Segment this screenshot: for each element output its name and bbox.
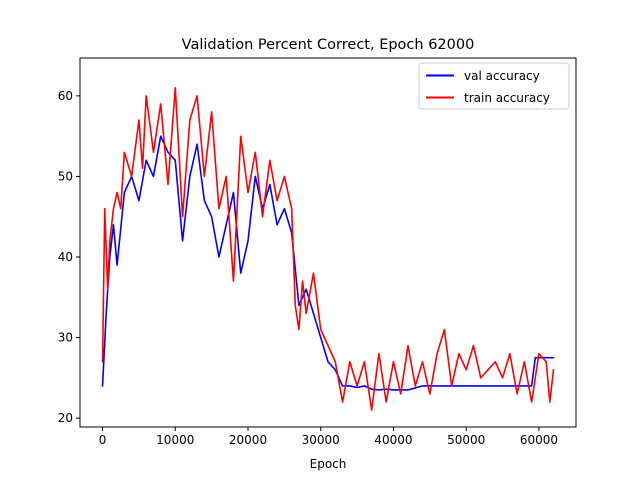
x-tick-label: 20000 [229,433,267,447]
legend-frame [418,62,570,110]
y-tick-label: 40 [58,250,73,264]
series-layer [101,87,555,411]
y-tick-label: 60 [58,89,73,103]
x-axis-title: Epoch [310,457,347,471]
x-tick-label: 60000 [520,433,558,447]
axes-layer: 0 10000 20000 30000 40000 50000 60000 20 30 40 50 6… [58,57,577,447]
series-line-train-accuracy [101,87,555,411]
legend: val accuracy train accuracy [418,62,570,110]
x-tick-label: 0 [99,433,107,447]
y-tick-label: 50 [58,169,73,183]
x-tick-label: 50000 [447,433,485,447]
chart-title: Validation Percent Correct, Epoch 62000 [182,37,475,53]
legend-label-train-accuracy: train accuracy [464,91,550,105]
legend-label-val-accuracy: val accuracy [464,69,540,83]
x-tick-label: 40000 [374,433,412,447]
y-tick-label: 20 [58,411,73,425]
series-line-val-accuracy [101,135,555,391]
plot-frame [79,57,577,428]
x-tick-label: 10000 [156,433,194,447]
x-tick-label: 30000 [302,433,340,447]
y-tick-label: 30 [58,331,73,345]
